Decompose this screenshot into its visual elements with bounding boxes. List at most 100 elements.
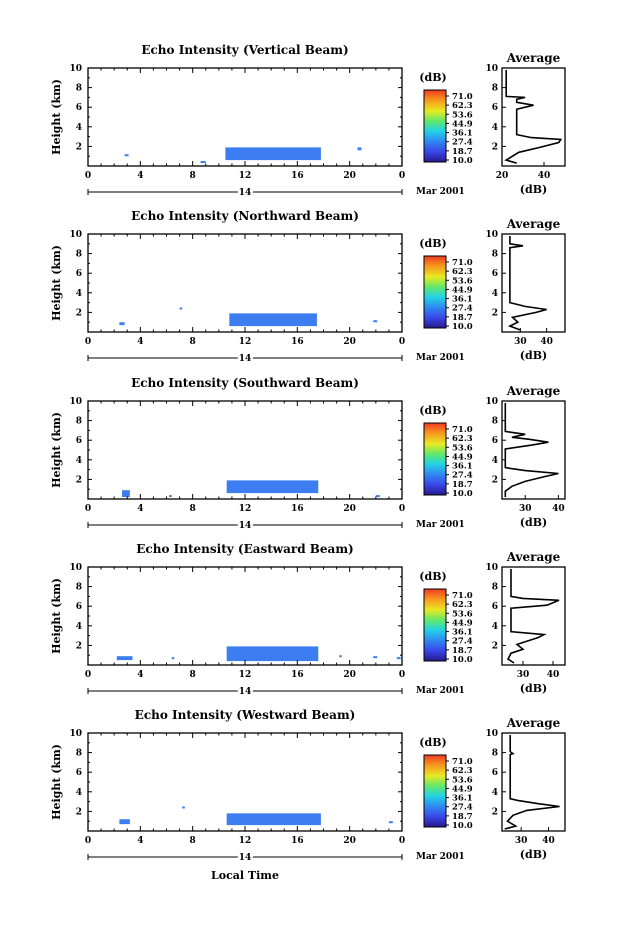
profile-title: Average xyxy=(506,217,561,231)
x-tick-label: 16 xyxy=(291,504,304,514)
x-tick-label: 20 xyxy=(343,337,356,347)
y-tick-label: 4 xyxy=(76,788,82,798)
echo-patch xyxy=(225,147,321,161)
profile-y-tick-label: 2 xyxy=(492,308,498,318)
colorbar-tick-label: 53.6 xyxy=(452,110,473,120)
x-tick-label: 4 xyxy=(137,171,143,181)
x-tick-label: 12 xyxy=(239,836,252,846)
profile-frame xyxy=(501,566,566,666)
x-tick-label: 8 xyxy=(190,504,196,514)
profile-x-tick-label: 40 xyxy=(547,670,560,680)
profile-x-tick-label: 30 xyxy=(519,504,532,514)
profile-line xyxy=(504,70,563,164)
colorbar xyxy=(423,89,447,163)
local-time-axis-label: Local Time xyxy=(211,869,279,882)
panel-title: Echo Intensity (Vertical Beam) xyxy=(141,43,348,57)
echo-patch xyxy=(357,147,362,151)
x-tick-label: 4 xyxy=(137,504,143,514)
colorbar-tick-label: 36.1 xyxy=(452,129,473,139)
x-tick-label: 0 xyxy=(85,836,91,846)
profile-y-tick-label: 8 xyxy=(492,417,498,427)
day-label: 14 xyxy=(239,521,252,531)
x-tick-label: 12 xyxy=(239,504,252,514)
y-tick-label: 6 xyxy=(76,269,82,279)
echo-patch xyxy=(373,656,378,659)
echo-patch xyxy=(124,154,129,157)
colorbar-unit: (dB) xyxy=(419,736,446,749)
profile-y-tick-label: 4 xyxy=(492,123,498,133)
colorbar-tick-label: 18.7 xyxy=(452,313,473,323)
y-tick-label: 10 xyxy=(69,64,82,74)
x-tick-label: 0 xyxy=(85,670,91,680)
profile-x-tick-label: 20 xyxy=(496,171,509,181)
y-tick-label: 6 xyxy=(76,436,82,446)
y-axis-label: Height (km) xyxy=(50,245,63,321)
y-axis-label: Height (km) xyxy=(50,578,63,654)
echo-patch xyxy=(169,495,172,498)
x-tick-label: 12 xyxy=(239,171,252,181)
colorbar-tick-label: 10.0 xyxy=(452,655,473,665)
echo-patch xyxy=(182,806,185,809)
day-label: 14 xyxy=(239,188,252,198)
profile-y-tick-label: 10 xyxy=(485,64,498,74)
y-axis-label: Height (km) xyxy=(50,412,63,488)
profile-x-tick-label: 30 xyxy=(517,670,530,680)
profile-title: Average xyxy=(506,51,561,65)
colorbar xyxy=(423,255,447,329)
x-tick-label: 0 xyxy=(85,337,91,347)
profile-y-tick-label: 4 xyxy=(492,456,498,466)
profile-title: Average xyxy=(506,384,561,398)
date-label: Mar 2001 xyxy=(416,852,465,862)
panel-5: Echo Intensity (Westward Beam) 2 4 6 8 10 0 4 8 1… xyxy=(50,708,566,865)
panel-1: Echo Intensity (Vertical Beam) 2 4 6 8 10 0 4 8 1… xyxy=(50,43,566,200)
x-tick-label: 0 xyxy=(399,836,405,846)
echo-patch xyxy=(396,657,401,660)
echo-patch xyxy=(388,821,393,824)
x-tick-label: 0 xyxy=(399,504,405,514)
profile-x-label: (dB) xyxy=(520,848,547,861)
colorbar-tick-label: 10.0 xyxy=(452,821,473,831)
colorbar-tick-label: 44.9 xyxy=(452,618,473,628)
y-axis-label: Height (km) xyxy=(50,79,63,155)
x-tick-label: 4 xyxy=(137,836,143,846)
echo-patch xyxy=(375,495,380,498)
day-label: 14 xyxy=(239,853,252,863)
profile-x-label: (dB) xyxy=(520,349,547,362)
colorbar-tick-label: 71.0 xyxy=(452,92,473,102)
colorbar-tick-label: 18.7 xyxy=(452,646,473,656)
profile-frame xyxy=(501,67,566,167)
profile-frame xyxy=(501,233,566,333)
y-tick-label: 2 xyxy=(76,475,82,485)
profile-y-tick-label: 10 xyxy=(485,397,498,407)
profile-y-tick-label: 8 xyxy=(492,583,498,593)
profile-y-tick-label: 8 xyxy=(492,749,498,759)
colorbar-tick-label: 71.0 xyxy=(452,591,473,601)
colorbar-tick-label: 44.9 xyxy=(452,784,473,794)
colorbar-unit: (dB) xyxy=(419,570,446,583)
echo-patch xyxy=(226,480,319,494)
echo-patch xyxy=(200,161,206,164)
y-tick-label: 8 xyxy=(76,417,82,427)
colorbar xyxy=(423,422,447,496)
echo-patch xyxy=(179,307,183,310)
colorbar-tick-label: 53.6 xyxy=(452,276,473,286)
panel-3: Echo Intensity (Southward Beam) 2 4 6 8 10 0 4 8… xyxy=(50,376,566,533)
date-label: Mar 2001 xyxy=(416,353,465,363)
y-tick-label: 8 xyxy=(76,250,82,260)
y-tick-label: 2 xyxy=(76,142,82,152)
colorbar xyxy=(423,754,447,828)
colorbar-tick-label: 71.0 xyxy=(452,425,473,435)
profile-y-tick-label: 2 xyxy=(492,641,498,651)
profile-y-tick-label: 2 xyxy=(492,475,498,485)
profile-line xyxy=(507,236,547,331)
x-tick-label: 20 xyxy=(343,670,356,680)
colorbar-tick-label: 18.7 xyxy=(452,147,473,157)
colorbar xyxy=(423,588,447,662)
x-tick-label: 0 xyxy=(399,337,405,347)
colorbar-tick-label: 10.0 xyxy=(452,322,473,332)
colorbar-tick-label: 71.0 xyxy=(452,258,473,268)
panel-4: Echo Intensity (Eastward Beam) 2 4 6 8 10 0 4 8 1… xyxy=(50,542,566,699)
colorbar-tick-label: 27.4 xyxy=(452,803,473,813)
echo-patch xyxy=(171,657,175,660)
panel-2: Echo Intensity (Northward Beam) 2 4 6 8 10 0 4 8… xyxy=(50,209,566,366)
